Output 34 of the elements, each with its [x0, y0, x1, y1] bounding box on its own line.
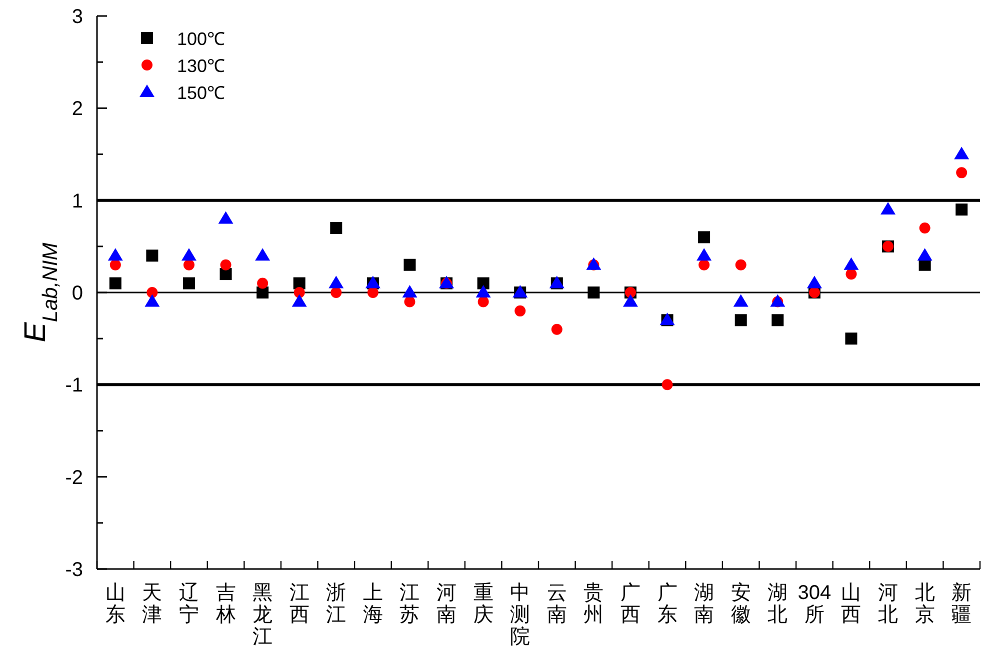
legend-label: 150℃	[177, 83, 226, 103]
legend-label: 130℃	[177, 56, 226, 76]
y-tick-label: -3	[65, 559, 83, 581]
y-tick-label: 1	[72, 190, 83, 212]
x-tick-label: 黑龙江	[252, 582, 273, 647]
x-tick-label: 江苏	[400, 582, 420, 626]
y-tick-label: -2	[65, 466, 83, 489]
legend-label: 100℃	[177, 29, 226, 49]
x-tick-label: 河北	[878, 582, 898, 626]
x-tick-label: 湖南	[694, 582, 714, 626]
x-tick-label: 安徽	[730, 582, 751, 626]
x-tick-label: 304所	[798, 582, 832, 626]
x-tick-label: 湖北	[768, 582, 788, 626]
x-tick-label: 云南	[546, 582, 567, 626]
y-tick-label: 0	[72, 282, 83, 304]
y-tick-label: -1	[65, 374, 83, 397]
x-tick-label: 山西	[841, 582, 862, 626]
x-tick-label: 山东	[105, 582, 126, 626]
x-tick-label: 吉林	[214, 582, 236, 626]
x-tick-label: 上海	[362, 582, 383, 626]
y-tick-label: 2	[72, 98, 83, 120]
x-tick-label: 贵州	[584, 582, 604, 626]
x-tick-label: 广西	[620, 582, 640, 626]
x-tick-label: 重庆	[473, 582, 494, 626]
x-tick-label: 浙江	[326, 582, 346, 626]
x-tick-label: 天津	[142, 582, 162, 626]
x-tick-label: 辽宁	[178, 582, 199, 626]
x-tick-label: 广东	[657, 582, 678, 626]
x-tick-label: 新疆	[952, 582, 972, 626]
x-tick-label: 中测院	[510, 582, 530, 647]
x-tick-label: 北京	[914, 582, 935, 626]
x-tick-label: 江西	[289, 582, 310, 626]
x-tick-label: 河南	[436, 582, 457, 626]
y-tick-label: 3	[72, 6, 83, 28]
